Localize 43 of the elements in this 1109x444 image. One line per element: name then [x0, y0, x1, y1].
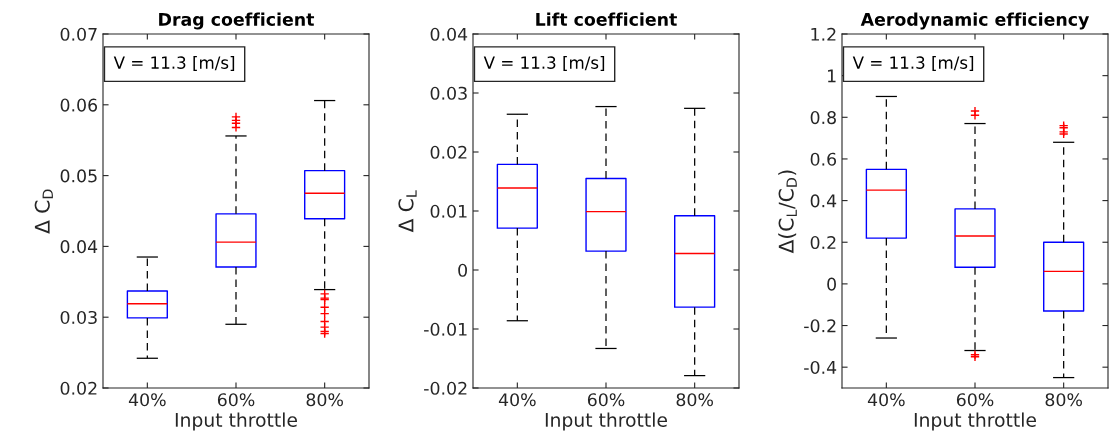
- x-tick-label: 40%: [128, 393, 166, 407]
- x-tick-label: 60%: [587, 393, 625, 407]
- y-tick-label: 0.02: [430, 145, 467, 159]
- y-axis-title: Δ(C$_{L}$/C$_{D}$): [778, 170, 797, 254]
- chart-title: Aerodynamic efficiency: [860, 12, 1090, 30]
- chart-title: Drag coefficient: [159, 12, 315, 30]
- x-axis-title: Input throttle: [545, 412, 667, 431]
- x-tick-label: 40%: [867, 393, 905, 407]
- x-axis-title: Input throttle: [914, 412, 1036, 431]
- x-tick-label: 60%: [217, 393, 255, 407]
- y-tick-label: 0.8: [810, 111, 836, 125]
- y-tick-label: 0.06: [60, 98, 98, 112]
- y-tick-label: 0.03: [430, 86, 467, 100]
- y-tick-label: 0.4: [810, 194, 837, 208]
- chart-title: Lift coefficient: [536, 12, 677, 26]
- x-tick-label: 80%: [676, 393, 713, 407]
- x-tick-label: 80%: [1045, 393, 1082, 407]
- y-tick-label: 0.05: [60, 169, 97, 183]
- annotation: V = 11.3 [m/s]: [113, 56, 235, 71]
- y-tick-label: -0.2: [804, 319, 836, 333]
- y-axis-title: Δ C$_{L}$: [398, 190, 417, 233]
- y-tick-label: 0.01: [430, 204, 467, 218]
- y-tick-label: 0.03: [60, 310, 97, 325]
- y-tick-label: 1.2: [811, 27, 836, 41]
- y-tick-label: -0.4: [804, 360, 837, 375]
- x-axis-title: Input throttle: [175, 412, 297, 431]
- annotation: V = 11.3 [m/s]: [483, 56, 605, 71]
- x-tick-label: 80%: [306, 393, 343, 407]
- annotation: V = 11.3 [m/s]: [852, 56, 974, 71]
- x-tick-label: 60%: [956, 393, 994, 407]
- y-tick-label: 0: [827, 277, 836, 291]
- y-tick-label: -0.02: [424, 381, 467, 395]
- y-tick-label: -0.01: [424, 322, 467, 336]
- y-tick-label: 0: [458, 263, 467, 277]
- y-tick-label: 0.04: [430, 27, 468, 41]
- x-tick-label: 40%: [498, 393, 536, 407]
- y-tick-label: 0.04: [60, 240, 98, 254]
- y-axis-title: Δ C$_{D}$: [34, 189, 53, 234]
- y-tick-label: 0.2: [810, 235, 836, 250]
- y-tick-label: 0.6: [810, 152, 837, 166]
- y-tick-label: 0.07: [60, 27, 97, 41]
- y-tick-label: 1: [828, 69, 836, 83]
- y-tick-label: 0.02: [60, 381, 97, 395]
